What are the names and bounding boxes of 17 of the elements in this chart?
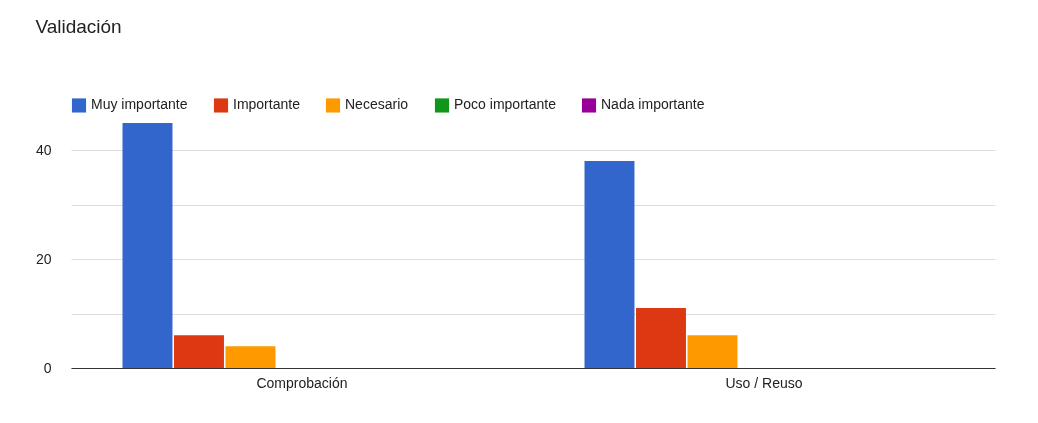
bar [687, 335, 738, 368]
bar [122, 123, 173, 368]
y-tick-label: 40 [35, 141, 52, 158]
legend-label: Muy importante [91, 96, 188, 113]
x-tick-label: Uso / Reuso [725, 374, 803, 391]
bar [636, 308, 686, 368]
bar [174, 335, 224, 368]
bar [225, 346, 276, 368]
y-tick-label: 20 [35, 250, 52, 267]
bar [584, 161, 635, 368]
x-tick-label: Comprobación [256, 374, 348, 391]
legend-label: Necesario [345, 96, 409, 113]
legend-label: Nada importante [601, 96, 705, 113]
y-tick-label: 0 [43, 359, 52, 376]
chart-title: Validación [35, 16, 122, 37]
legend-label: Poco importante [454, 96, 557, 113]
legend-label: Importante [233, 96, 301, 113]
